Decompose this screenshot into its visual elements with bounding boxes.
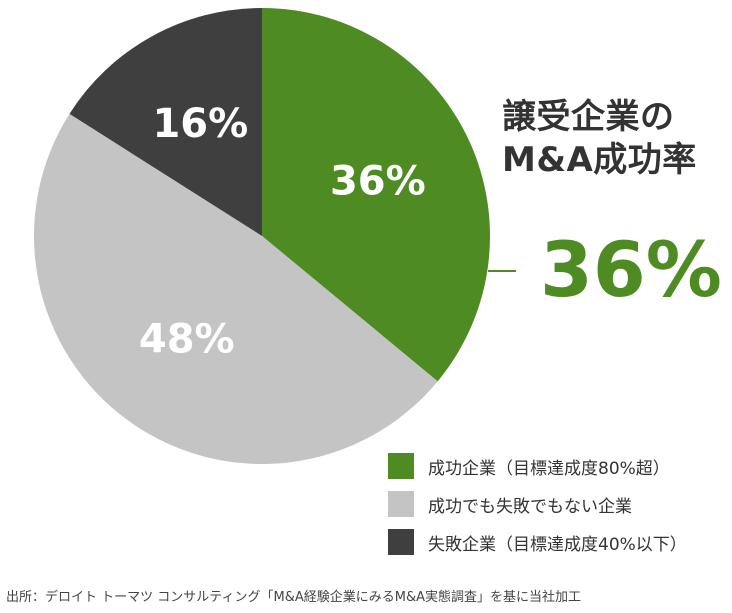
legend-item-failure: 失敗企業（目標達成度40%以下） xyxy=(388,528,687,556)
highlight-percentage: 36% xyxy=(540,225,722,314)
legend-item-success: 成功企業（目標達成度80%超） xyxy=(388,452,687,480)
legend-label-failure: 失敗企業（目標達成度40%以下） xyxy=(428,534,687,555)
legend-item-neutral: 成功でも失敗でもない企業 xyxy=(388,490,687,518)
pie-slice-neutral xyxy=(33,113,438,465)
slice-label-failure: 16% xyxy=(152,101,248,147)
legend-label-success: 成功企業（目標達成度80%超） xyxy=(428,458,670,479)
chart-title-line-1: 譲受企業の xyxy=(502,97,675,137)
legend-swatch-neutral xyxy=(388,491,414,517)
chart-title-line-2: M&A成功率 xyxy=(502,140,697,180)
source-note: 出所：デロイト トーマツ コンサルティング「M&A経験企業にみるM&A実態調査」… xyxy=(6,590,581,605)
legend-swatch-failure xyxy=(388,529,414,555)
legend-label-neutral: 成功でも失敗でもない企業 xyxy=(428,496,632,517)
slice-label-success: 36% xyxy=(330,159,426,205)
slice-label-neutral: 48% xyxy=(139,317,235,363)
leader-line xyxy=(488,270,516,272)
legend-swatch-success xyxy=(388,453,414,479)
legend: 成功企業（目標達成度80%超） 成功でも失敗でもない企業 失敗企業（目標達成度4… xyxy=(388,452,687,566)
pie-slice-failure xyxy=(69,8,263,236)
pie-slice-success xyxy=(262,8,490,382)
